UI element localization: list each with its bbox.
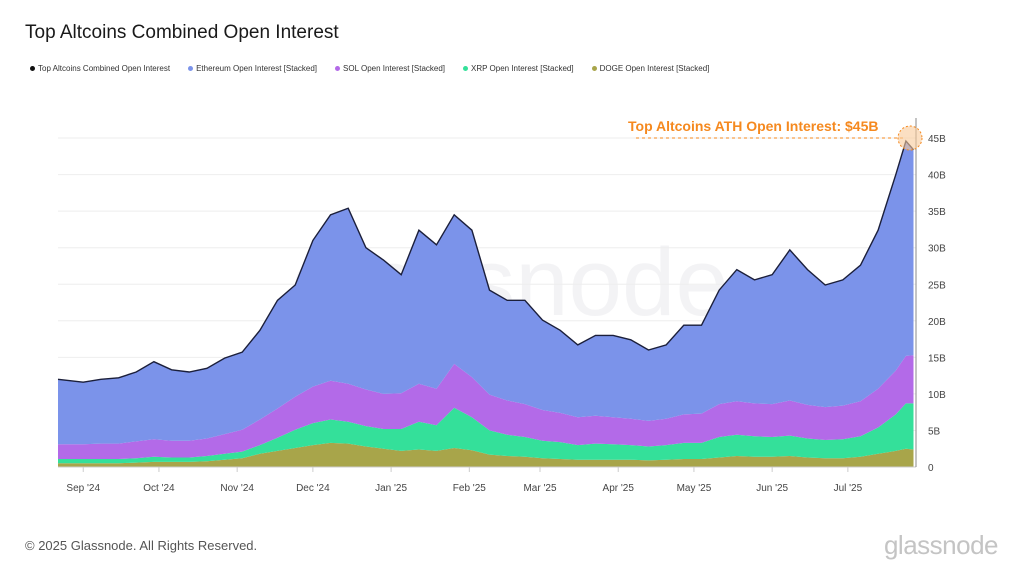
sol-area <box>58 355 914 459</box>
legend-dot-icon <box>335 66 341 71</box>
x-tick-label: Oct '24 <box>143 483 175 494</box>
chart-title: Top Altcoins Combined Open Interest <box>25 22 339 43</box>
y-tick-label: 25B <box>928 280 946 291</box>
legend-item-doge[interactable]: DOGE Open Interest [Stacked] <box>591 64 710 73</box>
legend-dot-icon <box>463 66 469 71</box>
legend-label: Ethereum Open Interest [Stacked] <box>196 64 318 73</box>
y-tick-label: 30B <box>928 244 946 255</box>
x-tick-label: May '25 <box>677 483 712 494</box>
ath-circle <box>897 125 923 151</box>
x-tick-label: Feb '25 <box>453 483 486 494</box>
legend-label: Top Altcoins Combined Open Interest <box>38 64 171 73</box>
doge-area <box>58 442 914 467</box>
legend-item-sol[interactable]: SOL Open Interest [Stacked] <box>335 64 445 73</box>
x-tick-label: Jan '25 <box>375 483 407 494</box>
legend-item-total[interactable]: Top Altcoins Combined Open Interest <box>30 64 170 73</box>
legend-item-eth[interactable]: Ethereum Open Interest [Stacked] <box>188 64 317 73</box>
xrp-area <box>58 403 914 464</box>
y-tick-label: 5B <box>928 426 941 437</box>
x-tick-label: Dec '24 <box>296 483 330 494</box>
eth-area <box>58 141 914 445</box>
x-tick-label: Mar '25 <box>523 483 556 494</box>
legend: Top Altcoins Combined Open Interest Ethe… <box>30 64 709 73</box>
copyright-footer: © 2025 Glassnode. All Rights Reserved. <box>25 538 258 553</box>
legend-label: XRP Open Interest [Stacked] <box>471 64 574 73</box>
legend-dot-icon <box>591 66 597 71</box>
y-tick-label: 35B <box>928 207 946 218</box>
x-tick-label: Apr '25 <box>603 483 635 494</box>
ath-annotation: Top Altcoins ATH Open Interest: $45B <box>628 118 878 134</box>
y-tick-label: 40B <box>928 171 946 182</box>
legend-label: DOGE Open Interest [Stacked] <box>599 64 710 73</box>
glassnode-logo: glassnode <box>883 530 999 560</box>
y-tick-label: 10B <box>928 390 946 401</box>
total-line <box>57 139 915 383</box>
x-tick-label: Jul '25 <box>834 483 863 494</box>
legend-item-xrp[interactable]: XRP Open Interest [Stacked] <box>463 64 574 73</box>
y-tick-label: 45B <box>928 134 946 145</box>
y-tick-label: 0 <box>928 463 934 474</box>
y-tick-label: 20B <box>928 317 946 328</box>
legend-dot-icon <box>30 66 35 71</box>
x-tick-label: Sep '24 <box>66 483 100 494</box>
x-tick-label: Nov '24 <box>220 483 254 494</box>
legend-label: SOL Open Interest [Stacked] <box>343 64 446 73</box>
x-tick-label: Jun '25 <box>756 483 788 494</box>
y-tick-label: 15B <box>928 353 946 364</box>
legend-dot-icon <box>188 66 194 71</box>
